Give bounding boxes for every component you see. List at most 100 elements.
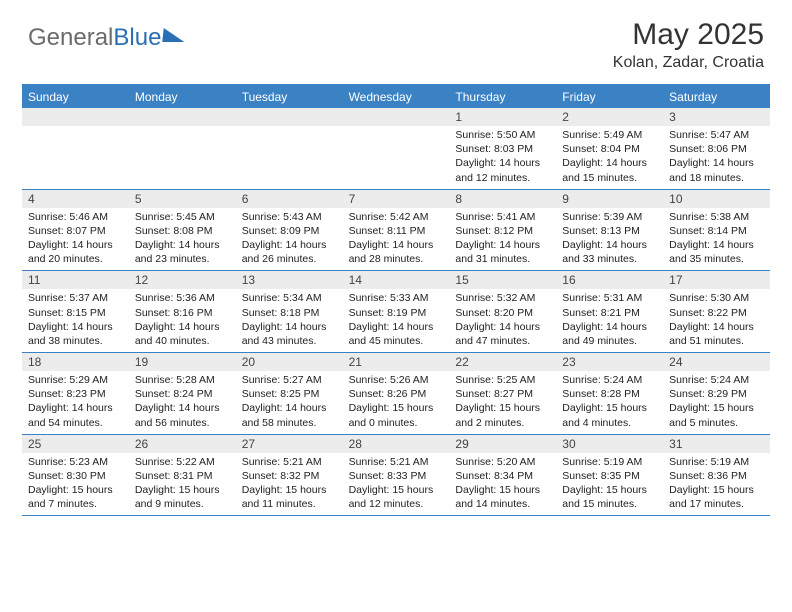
day-cell: 13Sunrise: 5:34 AMSunset: 8:18 PMDayligh… — [236, 271, 343, 352]
day-number: 5 — [129, 190, 236, 208]
day-cell: 9Sunrise: 5:39 AMSunset: 8:13 PMDaylight… — [556, 190, 663, 271]
sunrise-text: Sunrise: 5:22 AM — [135, 455, 230, 469]
sunset-text: Sunset: 8:29 PM — [669, 387, 764, 401]
day-number: 9 — [556, 190, 663, 208]
month-title: May 2025 — [613, 18, 764, 52]
sunrise-text: Sunrise: 5:34 AM — [242, 291, 337, 305]
day-info: Sunrise: 5:23 AMSunset: 8:30 PMDaylight:… — [22, 453, 129, 512]
sunrise-text: Sunrise: 5:24 AM — [562, 373, 657, 387]
daylight-text: Daylight: 14 hours and 35 minutes. — [669, 238, 764, 266]
day-number: 22 — [449, 353, 556, 371]
week-row: 18Sunrise: 5:29 AMSunset: 8:23 PMDayligh… — [22, 353, 770, 435]
day-info: Sunrise: 5:26 AMSunset: 8:26 PMDaylight:… — [343, 371, 450, 430]
daylight-text: Daylight: 14 hours and 23 minutes. — [135, 238, 230, 266]
day-info: Sunrise: 5:25 AMSunset: 8:27 PMDaylight:… — [449, 371, 556, 430]
day-info: Sunrise: 5:24 AMSunset: 8:28 PMDaylight:… — [556, 371, 663, 430]
daylight-text: Daylight: 15 hours and 12 minutes. — [349, 483, 444, 511]
day-number: 20 — [236, 353, 343, 371]
day-info: Sunrise: 5:49 AMSunset: 8:04 PMDaylight:… — [556, 126, 663, 185]
day-info: Sunrise: 5:29 AMSunset: 8:23 PMDaylight:… — [22, 371, 129, 430]
sunrise-text: Sunrise: 5:29 AM — [28, 373, 123, 387]
day-cell: 21Sunrise: 5:26 AMSunset: 8:26 PMDayligh… — [343, 353, 450, 434]
sunset-text: Sunset: 8:31 PM — [135, 469, 230, 483]
day-number: 2 — [556, 108, 663, 126]
sunrise-text: Sunrise: 5:43 AM — [242, 210, 337, 224]
day-info: Sunrise: 5:34 AMSunset: 8:18 PMDaylight:… — [236, 289, 343, 348]
dow-friday: Friday — [556, 86, 663, 108]
day-number: 30 — [556, 435, 663, 453]
day-info: Sunrise: 5:27 AMSunset: 8:25 PMDaylight:… — [236, 371, 343, 430]
day-number: 12 — [129, 271, 236, 289]
page-header: GeneralBlue May 2025 Kolan, Zadar, Croat… — [0, 0, 792, 78]
day-of-week-row: Sunday Monday Tuesday Wednesday Thursday… — [22, 86, 770, 108]
day-info: Sunrise: 5:22 AMSunset: 8:31 PMDaylight:… — [129, 453, 236, 512]
dow-tuesday: Tuesday — [236, 86, 343, 108]
sunrise-text: Sunrise: 5:33 AM — [349, 291, 444, 305]
day-cell: 31Sunrise: 5:19 AMSunset: 8:36 PMDayligh… — [663, 435, 770, 516]
sunset-text: Sunset: 8:26 PM — [349, 387, 444, 401]
dow-sunday: Sunday — [22, 86, 129, 108]
day-info: Sunrise: 5:19 AMSunset: 8:35 PMDaylight:… — [556, 453, 663, 512]
day-cell — [22, 108, 129, 189]
sunset-text: Sunset: 8:30 PM — [28, 469, 123, 483]
day-number: 6 — [236, 190, 343, 208]
sunrise-text: Sunrise: 5:20 AM — [455, 455, 550, 469]
sunrise-text: Sunrise: 5:27 AM — [242, 373, 337, 387]
day-info: Sunrise: 5:38 AMSunset: 8:14 PMDaylight:… — [663, 208, 770, 267]
sunrise-text: Sunrise: 5:31 AM — [562, 291, 657, 305]
day-number: 23 — [556, 353, 663, 371]
sunrise-text: Sunrise: 5:32 AM — [455, 291, 550, 305]
daylight-text: Daylight: 14 hours and 38 minutes. — [28, 320, 123, 348]
sunset-text: Sunset: 8:03 PM — [455, 142, 550, 156]
day-info: Sunrise: 5:21 AMSunset: 8:33 PMDaylight:… — [343, 453, 450, 512]
day-number: 17 — [663, 271, 770, 289]
day-number: 16 — [556, 271, 663, 289]
day-number: 26 — [129, 435, 236, 453]
day-cell: 15Sunrise: 5:32 AMSunset: 8:20 PMDayligh… — [449, 271, 556, 352]
day-info: Sunrise: 5:20 AMSunset: 8:34 PMDaylight:… — [449, 453, 556, 512]
sunset-text: Sunset: 8:14 PM — [669, 224, 764, 238]
sunrise-text: Sunrise: 5:41 AM — [455, 210, 550, 224]
day-info: Sunrise: 5:41 AMSunset: 8:12 PMDaylight:… — [449, 208, 556, 267]
sunset-text: Sunset: 8:23 PM — [28, 387, 123, 401]
day-cell: 16Sunrise: 5:31 AMSunset: 8:21 PMDayligh… — [556, 271, 663, 352]
daylight-text: Daylight: 15 hours and 2 minutes. — [455, 401, 550, 429]
sunrise-text: Sunrise: 5:26 AM — [349, 373, 444, 387]
day-number: 29 — [449, 435, 556, 453]
day-info: Sunrise: 5:42 AMSunset: 8:11 PMDaylight:… — [343, 208, 450, 267]
week-row: 1Sunrise: 5:50 AMSunset: 8:03 PMDaylight… — [22, 108, 770, 190]
day-cell: 18Sunrise: 5:29 AMSunset: 8:23 PMDayligh… — [22, 353, 129, 434]
dow-monday: Monday — [129, 86, 236, 108]
daylight-text: Daylight: 15 hours and 4 minutes. — [562, 401, 657, 429]
day-number: 1 — [449, 108, 556, 126]
daylight-text: Daylight: 14 hours and 20 minutes. — [28, 238, 123, 266]
sunset-text: Sunset: 8:27 PM — [455, 387, 550, 401]
sunrise-text: Sunrise: 5:25 AM — [455, 373, 550, 387]
brand-logo: GeneralBlue — [28, 18, 185, 52]
day-number: 4 — [22, 190, 129, 208]
day-cell: 20Sunrise: 5:27 AMSunset: 8:25 PMDayligh… — [236, 353, 343, 434]
daylight-text: Daylight: 14 hours and 47 minutes. — [455, 320, 550, 348]
sunrise-text: Sunrise: 5:19 AM — [669, 455, 764, 469]
day-number: 13 — [236, 271, 343, 289]
sunset-text: Sunset: 8:32 PM — [242, 469, 337, 483]
sunset-text: Sunset: 8:21 PM — [562, 306, 657, 320]
day-info: Sunrise: 5:33 AMSunset: 8:19 PMDaylight:… — [343, 289, 450, 348]
daylight-text: Daylight: 14 hours and 54 minutes. — [28, 401, 123, 429]
day-cell: 14Sunrise: 5:33 AMSunset: 8:19 PMDayligh… — [343, 271, 450, 352]
day-number: 10 — [663, 190, 770, 208]
daylight-text: Daylight: 14 hours and 45 minutes. — [349, 320, 444, 348]
sunrise-text: Sunrise: 5:45 AM — [135, 210, 230, 224]
daylight-text: Daylight: 14 hours and 43 minutes. — [242, 320, 337, 348]
sunrise-text: Sunrise: 5:21 AM — [242, 455, 337, 469]
sunset-text: Sunset: 8:08 PM — [135, 224, 230, 238]
daylight-text: Daylight: 14 hours and 18 minutes. — [669, 156, 764, 184]
sunrise-text: Sunrise: 5:39 AM — [562, 210, 657, 224]
daylight-text: Daylight: 15 hours and 17 minutes. — [669, 483, 764, 511]
daylight-text: Daylight: 14 hours and 56 minutes. — [135, 401, 230, 429]
day-cell: 19Sunrise: 5:28 AMSunset: 8:24 PMDayligh… — [129, 353, 236, 434]
dow-thursday: Thursday — [449, 86, 556, 108]
day-number: 24 — [663, 353, 770, 371]
daylight-text: Daylight: 14 hours and 12 minutes. — [455, 156, 550, 184]
day-cell: 27Sunrise: 5:21 AMSunset: 8:32 PMDayligh… — [236, 435, 343, 516]
